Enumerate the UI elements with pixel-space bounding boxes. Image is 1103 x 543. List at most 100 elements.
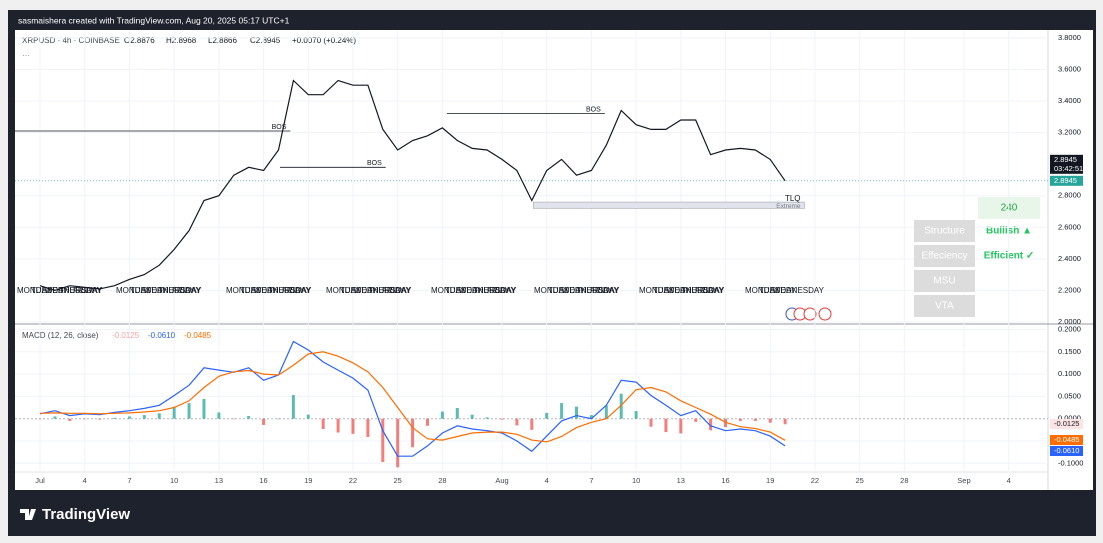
histogram-bar (202, 399, 206, 419)
x-tick-label: Jul (35, 476, 45, 485)
more: ··· (22, 51, 30, 60)
histogram-bar (619, 393, 623, 419)
histogram-bar (217, 412, 221, 419)
weekday-label: FRIDAY (282, 286, 311, 295)
flags (785, 307, 832, 321)
histogram-bar (545, 412, 549, 419)
footer: TradingView (20, 506, 130, 523)
x-tick-label: Aug (495, 476, 508, 485)
histogram-bar (604, 405, 608, 419)
histogram-bar (560, 403, 564, 419)
weekday-label: WEDNESDAY (459, 286, 511, 295)
histogram-bar (351, 418, 355, 434)
weekday-label: MONDAY (17, 286, 52, 295)
histogram-bar (187, 403, 191, 419)
price-label-box (1050, 154, 1083, 174)
histogram-bar (142, 415, 146, 419)
panel-button (914, 245, 975, 267)
weekday-label: THURSDAY (681, 286, 725, 295)
weekday-label: MONDAY (326, 286, 361, 295)
histogram-bar (440, 411, 444, 419)
y-tick-label: 3.2000 (1058, 128, 1081, 137)
weekday-label: TUESDAY (130, 286, 168, 295)
histogram-bar (709, 418, 713, 431)
price-label-box (1050, 175, 1083, 186)
legend-value: -0.0610 (148, 331, 176, 340)
weekday-label: TUESDAY (548, 286, 586, 295)
histogram-bar (649, 418, 653, 427)
price-label: 2.8945 (1054, 155, 1077, 164)
x-tick-label: 19 (766, 476, 774, 485)
histogram-bar (634, 411, 638, 419)
low: L2.8866 (208, 36, 237, 45)
brand: TradingView (42, 506, 130, 523)
histogram-bar (83, 418, 87, 420)
author-line: sasmaishera created with TradingView.com… (18, 15, 290, 25)
histogram-bar (172, 406, 176, 419)
weekday-label: WEDNESDAY (667, 286, 719, 295)
legend: XRPUSD · 4h · COINBASE O2.8876 H2.8968 L… (22, 36, 356, 60)
y-tick-label: 0.1000 (1058, 369, 1081, 378)
x-tick-label: 16 (721, 476, 729, 485)
panel-button-label: VTA (935, 301, 954, 312)
y-tick-label: 2.0000 (1058, 317, 1081, 326)
flag-icon (803, 307, 817, 321)
histogram-bar (664, 418, 668, 433)
axis-value: -0.0485 (1054, 435, 1079, 444)
x-tick-label: 13 (215, 476, 223, 485)
weekday-label: MONDAY (116, 286, 151, 295)
histogram-bar (247, 416, 251, 419)
weekday-label: FRIDAY (73, 286, 102, 295)
histogram-bar (306, 414, 310, 419)
price-label: 2.8945 (1054, 176, 1077, 185)
histogram-bar (768, 418, 772, 423)
x-tick-label: 22 (349, 476, 357, 485)
histogram-bar (575, 406, 579, 419)
x-tick-label: 4 (545, 476, 549, 485)
weekday-label: FRIDAY (695, 286, 724, 295)
histogram-bar (262, 418, 266, 425)
histogram-bar (783, 418, 787, 425)
x-tick-label: 10 (632, 476, 640, 485)
legend-value: -0.0485 (184, 331, 212, 340)
histogram-bar (425, 418, 429, 426)
tlq-zone (533, 201, 805, 209)
macd-line (39, 340, 786, 457)
panel-button-label: Structure (924, 226, 965, 237)
weekday-label: MONDAY (639, 286, 674, 295)
weekday-label: FRIDAY (172, 286, 201, 295)
weekday-label: FRIDAY (590, 286, 619, 295)
weekday-label: THURSDAY (473, 286, 517, 295)
macd-title: MACD (12, 26, close) (22, 331, 99, 340)
histogram-bar (738, 418, 742, 421)
weekday-label: THURSDAY (576, 286, 620, 295)
weekday-label: TUESDAY (240, 286, 278, 295)
histogram-bar (38, 418, 42, 420)
weekday-label: WEDNESDAY (354, 286, 406, 295)
bos-label: BOS (272, 124, 287, 131)
weekday-label: THURSDAY (59, 286, 103, 295)
weekday-label: WEDNESDAY (45, 286, 97, 295)
y-tick-label: 2.6000 (1058, 222, 1081, 231)
histogram-bar (470, 414, 474, 419)
weekday-label: WEDNESDAY (562, 286, 614, 295)
y-tick-label: 3.8000 (1058, 33, 1081, 42)
histogram-bar (381, 418, 385, 462)
histogram-bar (485, 417, 489, 419)
x-tick-label: 7 (127, 476, 131, 485)
weekday-label: WEDNESDAY (773, 286, 825, 295)
y-tick-label: 3.4000 (1058, 96, 1081, 105)
histogram-bar (589, 415, 593, 419)
timeframe: 240 (1001, 203, 1018, 214)
x-tick-label: Sep (957, 476, 970, 485)
histogram-bar (455, 407, 459, 419)
panel-button-label: MSU (933, 276, 955, 287)
y-tick-label: 0.0500 (1058, 391, 1081, 400)
chart-area (15, 30, 1093, 490)
symbol: XRPUSD · 4h · COINBASE (22, 36, 120, 45)
weekday-label: TUESDAY (445, 286, 483, 295)
tlq-label: TLQ (785, 194, 801, 203)
axis-value: -0.0125 (1054, 419, 1079, 428)
logo (20, 509, 36, 520)
